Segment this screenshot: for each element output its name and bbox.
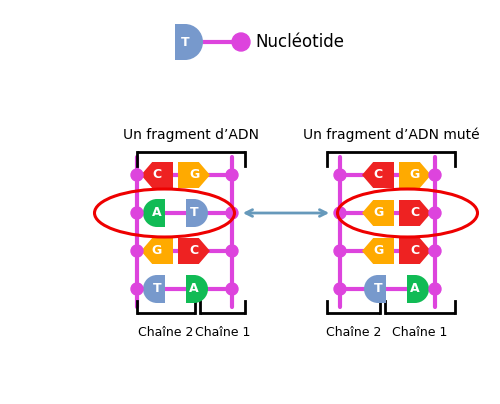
Polygon shape [362, 200, 394, 226]
Circle shape [334, 245, 346, 257]
Polygon shape [362, 162, 394, 188]
Text: Chaîne 2: Chaîne 2 [326, 326, 381, 339]
Text: Chaîne 2: Chaîne 2 [138, 326, 194, 339]
Text: Un fragment d’ADN muté: Un fragment d’ADN muté [302, 128, 480, 142]
Wedge shape [143, 275, 157, 303]
Circle shape [232, 33, 250, 51]
Circle shape [334, 169, 346, 181]
Polygon shape [178, 238, 210, 264]
Polygon shape [178, 162, 210, 188]
Circle shape [429, 207, 441, 219]
Circle shape [131, 245, 143, 257]
Text: A: A [410, 282, 420, 295]
Circle shape [226, 245, 238, 257]
Text: T: T [374, 282, 382, 295]
Text: C: C [190, 244, 198, 257]
Polygon shape [141, 162, 173, 188]
Polygon shape [157, 275, 165, 303]
Circle shape [226, 207, 238, 219]
Text: T: T [190, 206, 198, 219]
Text: G: G [373, 206, 383, 219]
Polygon shape [362, 238, 394, 264]
Text: Nucléotide: Nucléotide [255, 33, 344, 51]
Wedge shape [194, 275, 208, 303]
Polygon shape [399, 162, 431, 188]
Polygon shape [407, 275, 415, 303]
Text: G: G [373, 244, 383, 257]
Polygon shape [175, 24, 185, 60]
Text: Chaîne 1: Chaîne 1 [392, 326, 448, 339]
Text: C: C [152, 168, 162, 181]
Polygon shape [157, 199, 165, 227]
Circle shape [334, 283, 346, 295]
Text: C: C [410, 244, 420, 257]
Circle shape [429, 245, 441, 257]
Circle shape [226, 283, 238, 295]
Text: T: T [180, 36, 190, 48]
Wedge shape [185, 24, 203, 60]
Text: A: A [189, 282, 199, 295]
Polygon shape [378, 275, 386, 303]
Circle shape [131, 169, 143, 181]
Wedge shape [364, 275, 378, 303]
Text: G: G [152, 244, 162, 257]
Text: A: A [152, 206, 162, 219]
Text: Chaîne 1: Chaîne 1 [195, 326, 250, 339]
Circle shape [429, 283, 441, 295]
Text: C: C [410, 206, 420, 219]
Circle shape [429, 169, 441, 181]
Polygon shape [399, 200, 431, 226]
Text: C: C [374, 168, 382, 181]
Circle shape [334, 207, 346, 219]
Wedge shape [143, 199, 157, 227]
Circle shape [131, 283, 143, 295]
Polygon shape [186, 275, 194, 303]
Polygon shape [186, 199, 194, 227]
Circle shape [131, 207, 143, 219]
Text: G: G [410, 168, 420, 181]
Text: G: G [189, 168, 199, 181]
Circle shape [226, 169, 238, 181]
Text: T: T [152, 282, 162, 295]
Polygon shape [399, 238, 431, 264]
Polygon shape [141, 238, 173, 264]
Text: Un fragment d’ADN: Un fragment d’ADN [123, 128, 259, 142]
Wedge shape [194, 199, 208, 227]
Wedge shape [415, 275, 429, 303]
